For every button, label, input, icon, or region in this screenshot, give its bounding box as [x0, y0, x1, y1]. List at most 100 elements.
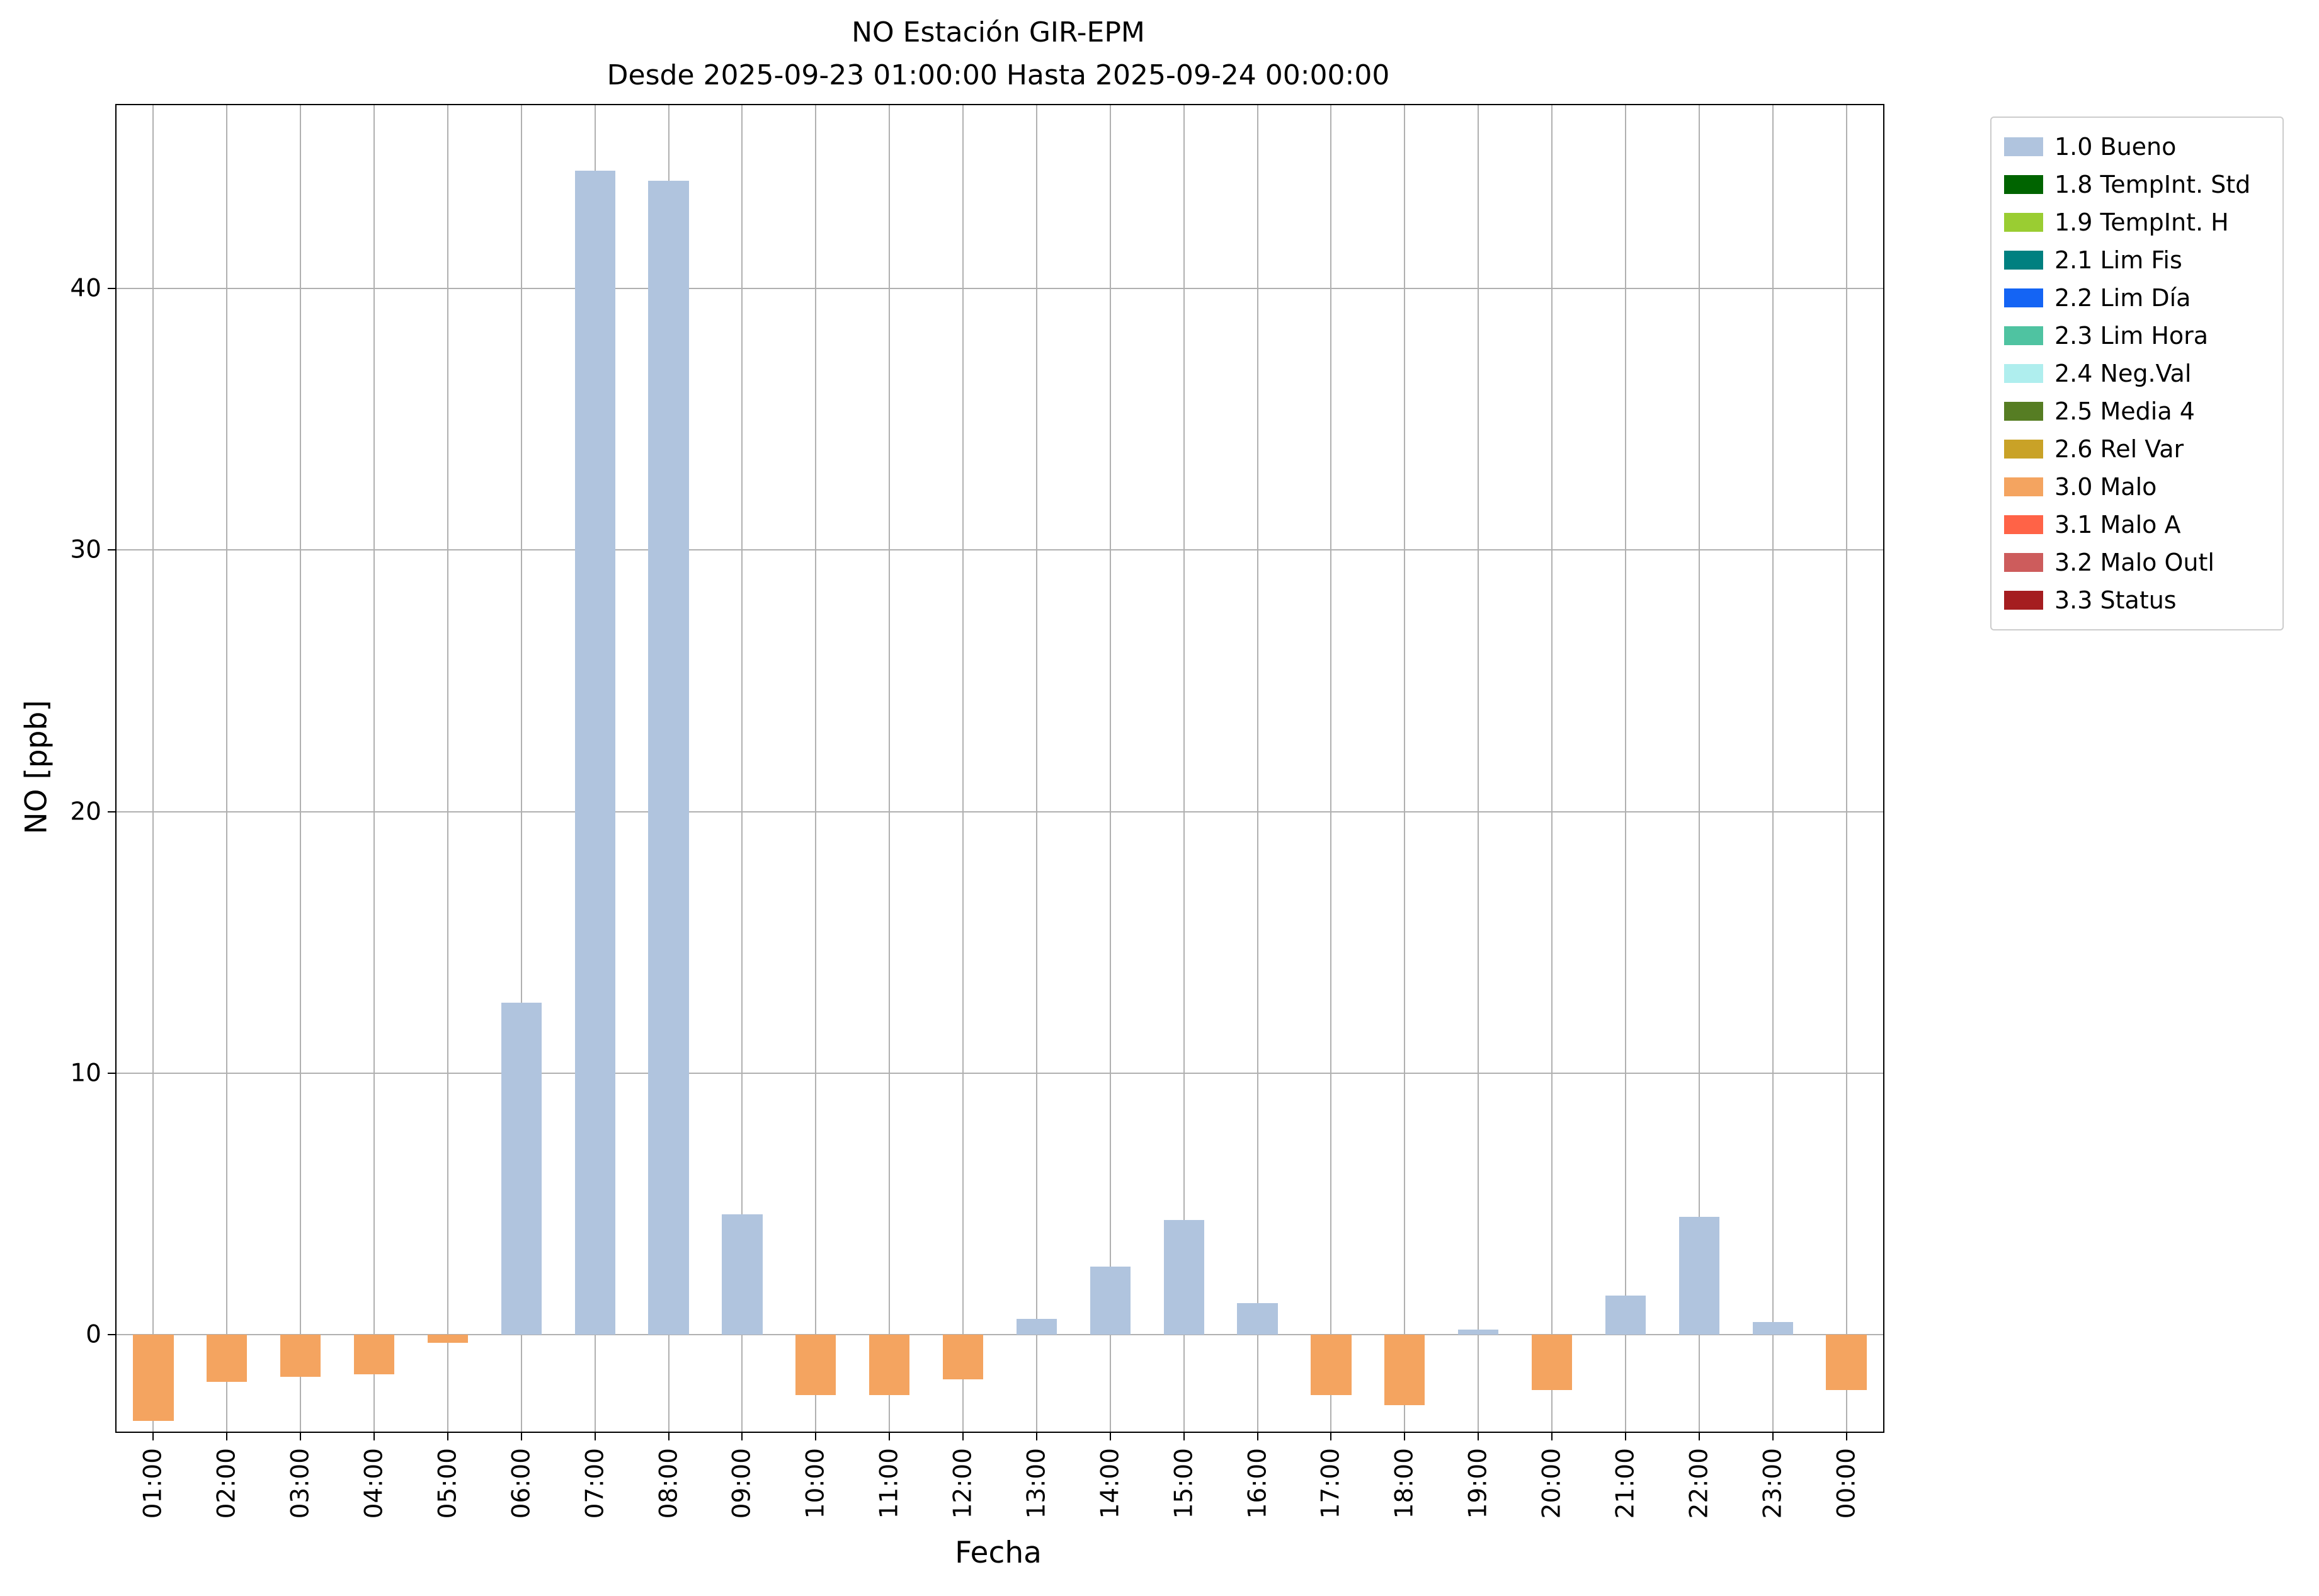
- legend-swatch-icon: [2004, 251, 2043, 270]
- legend-label: 1.8 TempInt. Std: [2054, 171, 2251, 198]
- gridline-vertical: [962, 105, 964, 1432]
- y-axis-label: NO [ppb]: [19, 700, 54, 835]
- gridline-vertical: [1330, 105, 1332, 1432]
- bar-02:00: [207, 1335, 248, 1382]
- gridline-vertical: [1698, 105, 1700, 1432]
- y-tick-mark: [108, 287, 117, 289]
- gridline-vertical: [889, 105, 891, 1432]
- gridline-vertical: [1772, 105, 1774, 1432]
- gridline-horizontal: [117, 1334, 1883, 1336]
- gridline-vertical: [1109, 105, 1111, 1432]
- gridline-vertical: [300, 105, 302, 1432]
- x-tick-mark: [668, 1432, 669, 1440]
- bar-07:00: [574, 170, 615, 1335]
- legend-swatch-icon: [2004, 175, 2043, 194]
- gridline-vertical: [1404, 105, 1406, 1432]
- legend-label: 2.2 Lim Día: [2054, 284, 2191, 312]
- legend-item: 1.0 Bueno: [2004, 128, 2270, 166]
- x-tick-label: 12:00: [949, 1448, 977, 1519]
- x-tick-label: 02:00: [212, 1448, 241, 1519]
- x-tick-label: 16:00: [1243, 1448, 1272, 1519]
- bar-19:00: [1458, 1330, 1499, 1335]
- y-tick-mark: [108, 1072, 117, 1074]
- legend-swatch-icon: [2004, 515, 2043, 534]
- y-tick-label: 40: [70, 274, 101, 303]
- bar-18:00: [1384, 1335, 1425, 1406]
- x-axis-label: Fecha: [955, 1536, 1042, 1570]
- y-tick-label: 20: [70, 797, 101, 826]
- x-tick-mark: [889, 1432, 891, 1440]
- gridline-horizontal: [117, 287, 1883, 289]
- x-tick-label: 08:00: [654, 1448, 683, 1519]
- gridline-horizontal: [117, 811, 1883, 812]
- y-tick-label: 10: [70, 1059, 101, 1088]
- legend-label: 3.2 Malo Outl: [2054, 549, 2214, 576]
- bar-16:00: [1237, 1303, 1278, 1335]
- x-tick-label: 15:00: [1170, 1448, 1199, 1519]
- x-tick-mark: [1772, 1432, 1774, 1440]
- bar-21:00: [1605, 1296, 1646, 1335]
- gridline-vertical: [152, 105, 154, 1432]
- legend-swatch-icon: [2004, 213, 2043, 232]
- x-tick-mark: [152, 1432, 154, 1440]
- gridline-vertical: [1624, 105, 1626, 1432]
- y-tick-label: 0: [86, 1320, 101, 1349]
- legend-item: 2.3 Lim Hora: [2004, 317, 2270, 355]
- x-tick-label: 09:00: [727, 1448, 756, 1519]
- x-tick-mark: [594, 1432, 596, 1440]
- x-tick-label: 10:00: [801, 1448, 830, 1519]
- x-tick-label: 04:00: [360, 1448, 389, 1519]
- legend-item: 1.9 TempInt. H: [2004, 203, 2270, 241]
- legend-label: 3.3 Status: [2054, 586, 2177, 614]
- legend-swatch-icon: [2004, 137, 2043, 156]
- gridline-horizontal: [117, 1072, 1883, 1074]
- x-tick-mark: [815, 1432, 817, 1440]
- legend-swatch-icon: [2004, 288, 2043, 307]
- x-tick-label: 03:00: [286, 1448, 315, 1519]
- gridline-vertical: [1256, 105, 1258, 1432]
- legend-item: 3.3 Status: [2004, 581, 2270, 619]
- x-tick-label: 06:00: [507, 1448, 536, 1519]
- legend: 1.0 Bueno 1.8 TempInt. Std 1.9 TempInt. H 2…: [1990, 117, 2284, 630]
- x-tick-mark: [1551, 1432, 1553, 1440]
- legend-item: 2.6 Rel Var: [2004, 430, 2270, 468]
- gridline-vertical: [741, 105, 743, 1432]
- x-tick-label: 21:00: [1611, 1448, 1640, 1519]
- legend-item: 1.8 TempInt. Std: [2004, 166, 2270, 203]
- legend-label: 1.9 TempInt. H: [2054, 208, 2229, 236]
- bar-13:00: [1016, 1319, 1057, 1335]
- legend-item: 2.5 Media 4: [2004, 392, 2270, 430]
- legend-swatch-icon: [2004, 553, 2043, 572]
- bar-14:00: [1090, 1267, 1131, 1335]
- legend-label: 2.5 Media 4: [2054, 397, 2195, 425]
- x-tick-mark: [226, 1432, 228, 1440]
- bar-08:00: [648, 181, 689, 1335]
- x-tick-mark: [1698, 1432, 1700, 1440]
- x-tick-mark: [1478, 1432, 1479, 1440]
- x-tick-mark: [962, 1432, 964, 1440]
- plot-area: 0 10 20 30 40 01:00 02:00 03:00 04:00 05:00 06:00 0…: [70, 104, 1884, 1519]
- gridline-vertical: [1845, 105, 1847, 1432]
- bar-04:00: [353, 1335, 395, 1374]
- bar-10:00: [795, 1335, 836, 1395]
- legend-item: 3.2 Malo Outl: [2004, 544, 2270, 581]
- bar-09:00: [722, 1214, 763, 1335]
- gridline-vertical: [373, 105, 375, 1432]
- legend-swatch-icon: [2004, 477, 2043, 496]
- gridline-horizontal: [117, 549, 1883, 551]
- x-tick-label: 07:00: [581, 1448, 610, 1519]
- x-tick-mark: [1404, 1432, 1406, 1440]
- x-tick-mark: [1035, 1432, 1037, 1440]
- legend-label: 2.6 Rel Var: [2054, 435, 2184, 463]
- legend-label: 2.4 Neg.Val: [2054, 360, 2192, 387]
- bar-06:00: [501, 1002, 542, 1335]
- legend-label: 1.0 Bueno: [2054, 133, 2177, 161]
- x-tick-mark: [1624, 1432, 1626, 1440]
- bar-23:00: [1752, 1321, 1793, 1335]
- x-tick-mark: [1183, 1432, 1185, 1440]
- x-tick-mark: [1109, 1432, 1111, 1440]
- y-tick-mark: [108, 811, 117, 812]
- chart-title-block: NO Estación GIR-EPM Desde 2025-09-23 01:…: [607, 11, 1390, 97]
- x-tick-mark: [520, 1432, 522, 1440]
- x-tick-mark: [373, 1432, 375, 1440]
